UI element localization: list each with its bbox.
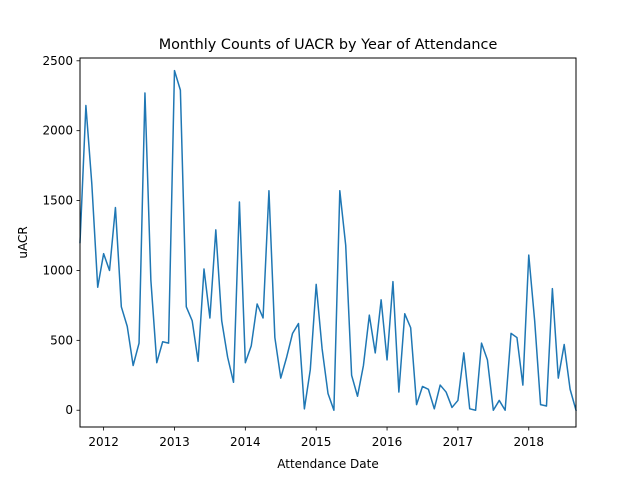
y-tick-label: 2500 (42, 54, 73, 68)
y-axis-label: uACR (16, 226, 30, 258)
series-line (79, 69, 577, 412)
y-tick-label: 1000 (42, 263, 73, 277)
x-tick-label: 2014 (230, 435, 261, 449)
y-axis-ticks: 0 500 1000 1500 2000 2500 (42, 54, 80, 417)
chart-title: Monthly Counts of UACR by Year of Attend… (159, 37, 498, 53)
x-tick-label: 2012 (88, 435, 119, 449)
y-tick-label: 2000 (42, 124, 73, 138)
y-tick-label: 500 (50, 333, 73, 347)
x-axis-ticks: 2012 2013 2014 2015 2016 2017 2018 (88, 427, 544, 449)
x-tick-label: 2017 (443, 435, 474, 449)
x-tick-label: 2016 (372, 435, 403, 449)
x-tick-label: 2013 (159, 435, 190, 449)
x-tick-label: 2018 (513, 435, 544, 449)
x-axis-label: Attendance Date (277, 457, 378, 471)
y-tick-label: 1500 (42, 194, 73, 208)
plot-frame (79, 57, 577, 428)
x-tick-label: 2015 (301, 435, 332, 449)
y-tick-label: 0 (65, 403, 73, 417)
